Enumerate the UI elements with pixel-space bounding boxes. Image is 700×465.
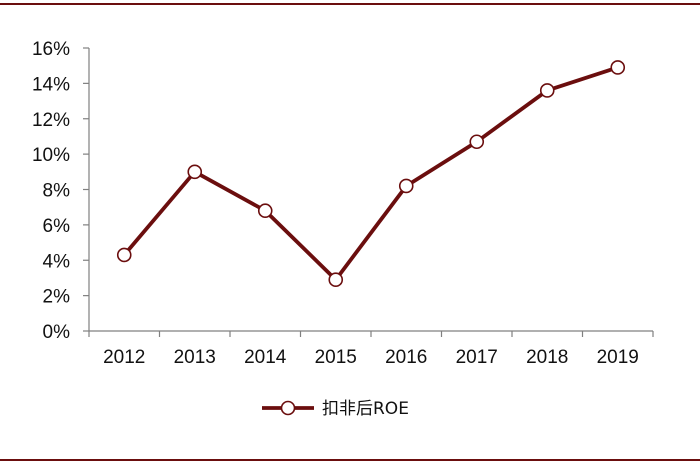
x-tick-label: 2014 <box>244 347 287 368</box>
y-tick-label: 4% <box>43 251 71 272</box>
x-tick-label: 2013 <box>174 347 216 368</box>
y-tick-label: 8% <box>43 181 71 202</box>
x-tick-label: 2012 <box>103 347 145 368</box>
data-point <box>539 83 555 98</box>
data-point <box>116 247 132 263</box>
x-tick-label: 2015 <box>315 347 357 368</box>
x-tick-label: 2019 <box>597 347 639 368</box>
data-point <box>398 178 414 194</box>
y-tick-label: 16% <box>32 39 70 60</box>
series-line <box>122 65 620 282</box>
data-point <box>257 203 273 219</box>
y-tick-label: 2% <box>43 287 71 308</box>
y-axis: 0% 2% 4% 6% 8% 10% 12% 14% 16% <box>32 39 90 343</box>
bottom-frame-line <box>0 459 700 461</box>
data-point <box>610 60 626 75</box>
legend: 扣非后ROE <box>262 399 409 419</box>
x-axis: 2012 2013 2014 2015 2016 2017 2018 2019 <box>88 330 654 368</box>
x-tick-label: 2016 <box>385 347 427 368</box>
top-frame-line <box>0 3 700 5</box>
legend-label: 扣非后ROE <box>322 399 409 419</box>
y-tick-label: 14% <box>32 74 70 95</box>
y-tick-label: 6% <box>43 216 71 237</box>
series-layer <box>116 60 626 288</box>
legend-marker-swatch <box>280 400 296 416</box>
x-tick-label: 2018 <box>526 347 568 368</box>
data-point <box>187 164 203 180</box>
y-tick-label: 10% <box>32 145 70 166</box>
x-tick-label: 2017 <box>456 347 498 368</box>
y-tick-label: 0% <box>43 322 71 343</box>
data-point <box>328 272 344 288</box>
y-tick-label: 12% <box>32 110 70 131</box>
data-point <box>469 134 485 150</box>
